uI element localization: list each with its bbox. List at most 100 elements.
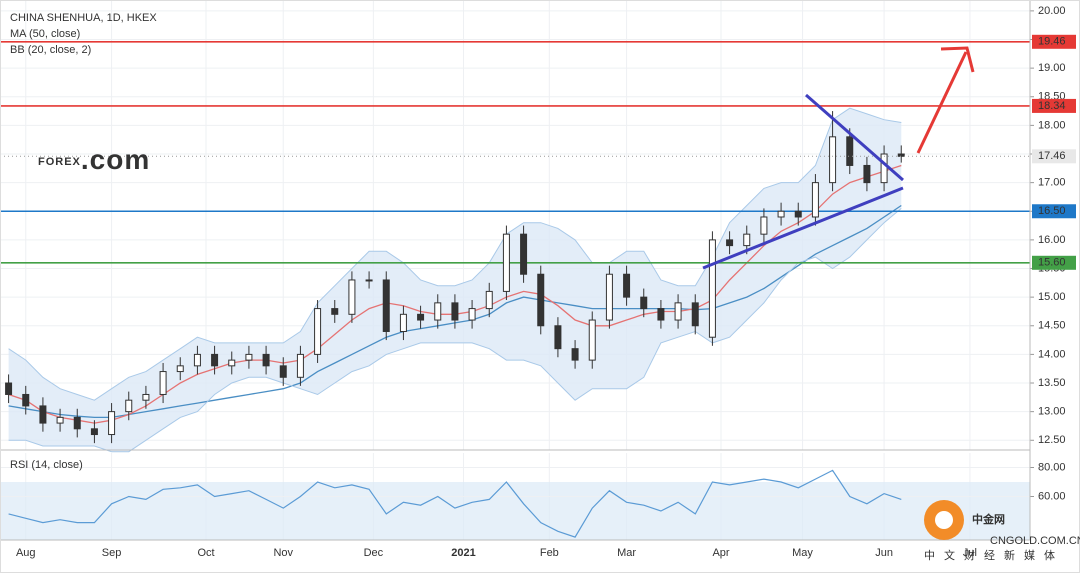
- candle-body: [588, 319, 596, 361]
- x-tick-label: Aug: [16, 547, 36, 559]
- candle-body: [262, 353, 270, 367]
- level-label: 15.60: [1038, 257, 1066, 269]
- candle-body: [39, 405, 47, 424]
- candle-body: [657, 308, 665, 321]
- y-tick-label: 13.50: [1038, 377, 1066, 389]
- x-tick-label: Sep: [102, 547, 122, 559]
- x-tick-label: Feb: [540, 547, 559, 559]
- candle-body: [760, 216, 768, 235]
- y-tick-label: 15.00: [1038, 291, 1066, 303]
- y-tick-label: 14.50: [1038, 320, 1066, 332]
- candle-body: [279, 365, 287, 378]
- candle-body: [245, 353, 253, 361]
- candle-body: [605, 273, 613, 321]
- candle-body: [468, 308, 476, 321]
- watermark-tagline: 中文财经新媒体: [924, 548, 1064, 562]
- x-tick-label: May: [792, 547, 813, 559]
- candle-body: [228, 359, 236, 367]
- logo-suffix: .com: [81, 144, 150, 175]
- y-tick-label: 18.00: [1038, 119, 1066, 131]
- candle-body: [5, 382, 13, 395]
- arrow-shaft: [916, 51, 968, 154]
- logo: FOREX.com: [38, 144, 150, 175]
- candle-body: [520, 233, 528, 275]
- candle-body: [554, 325, 562, 350]
- x-tick-label: Mar: [617, 547, 636, 559]
- candle-body: [502, 233, 510, 292]
- trend-line: [805, 93, 904, 182]
- candle-body: [331, 308, 339, 315]
- legend-entry: MA (50, close): [10, 28, 80, 40]
- candle-body: [56, 416, 64, 424]
- x-tick-label: Apr: [712, 547, 729, 559]
- y-tick-label: 80.00: [1038, 461, 1066, 473]
- x-tick-label: Dec: [364, 547, 384, 559]
- trend-line: [702, 186, 904, 270]
- x-tick-label: Jun: [875, 547, 893, 559]
- candle-body: [159, 371, 167, 395]
- y-tick-label: 16.00: [1038, 234, 1066, 246]
- candle-body: [691, 302, 699, 327]
- candle-body: [571, 348, 579, 361]
- candle-body: [451, 302, 459, 321]
- x-tick-label: Nov: [273, 547, 293, 559]
- rsi-band: [0, 482, 1030, 540]
- candle-body: [640, 296, 648, 310]
- candle-body: [382, 279, 390, 332]
- x-tick-label: Jul: [963, 547, 977, 559]
- level-label: 16.50: [1038, 205, 1066, 217]
- candle-body: [897, 153, 905, 157]
- candle-body: [623, 273, 631, 298]
- candle-body: [365, 279, 373, 282]
- watermark-icon-inner: [935, 511, 953, 529]
- level-label-box: [1032, 98, 1076, 113]
- level-label-box: [1032, 34, 1076, 49]
- chart-title: CHINA SHENHUA, 1D, HKEX: [10, 12, 157, 24]
- y-tick-label: 17.00: [1038, 177, 1066, 189]
- candle-body: [863, 164, 871, 184]
- candle-body: [811, 182, 819, 218]
- logo-brand: FOREX: [38, 156, 81, 168]
- candle-body: [211, 353, 219, 367]
- y-tick-label: 13.00: [1038, 406, 1066, 418]
- candle-body: [73, 416, 81, 430]
- candle-body: [176, 365, 184, 373]
- y-tick-label: 14.00: [1038, 348, 1066, 360]
- watermark-site: CNGOLD.COM.CN: [990, 535, 1080, 547]
- candle-body: [434, 302, 442, 321]
- watermark-name: 中金网: [972, 512, 1005, 526]
- candle-body: [108, 411, 116, 436]
- candle-body: [314, 308, 322, 355]
- candle-body: [880, 153, 888, 184]
- last-price-label: 17.46: [1038, 150, 1066, 162]
- x-tick-label: 2021: [451, 547, 475, 559]
- candle-body: [846, 136, 854, 166]
- candle-body: [794, 210, 802, 218]
- level-label-box: [1032, 204, 1076, 219]
- bollinger-upper: [8, 107, 902, 401]
- arrow-head: [940, 46, 975, 73]
- candle-body: [348, 279, 356, 315]
- candle-body: [537, 273, 545, 327]
- candle-body: [485, 290, 493, 310]
- candle-body: [125, 399, 133, 413]
- candle-body: [296, 353, 304, 378]
- candle-body: [708, 239, 716, 338]
- candle-body: [90, 428, 98, 436]
- y-tick-label: 60.00: [1038, 490, 1066, 502]
- candle-body: [22, 393, 30, 407]
- candle-body: [674, 302, 682, 321]
- candle-body: [743, 233, 751, 247]
- last-price-box: [1032, 149, 1076, 164]
- legend-entry: BB (20, close, 2): [10, 44, 91, 56]
- candle-body: [777, 210, 785, 218]
- y-tick-label: 20.00: [1038, 5, 1066, 17]
- candle-body: [829, 136, 837, 184]
- x-tick-label: Oct: [197, 547, 214, 559]
- candle-body: [193, 353, 201, 367]
- candle-body: [726, 239, 734, 247]
- mid-layer: [0, 40, 1030, 538]
